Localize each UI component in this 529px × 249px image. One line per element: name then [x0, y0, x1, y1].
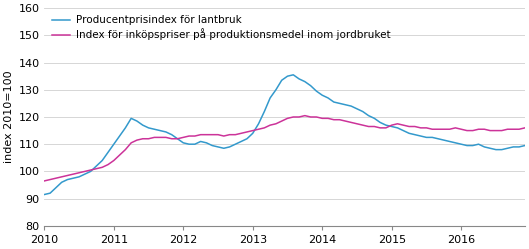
Legend: Producentprisindex för lantbruk, Index för inköpspriser på produktionsmedel inom: Producentprisindex för lantbruk, Index f… — [50, 13, 393, 43]
Producentprisindex för lantbruk — [279, 79, 285, 82]
Index för inköpspriser på produktionsmedel inom jordbruket — [302, 114, 308, 117]
Index för inköpspriser på produktionsmedel inom jordbruket — [256, 128, 262, 131]
Y-axis label: index 2010=100: index 2010=100 — [4, 71, 14, 163]
Producentprisindex för lantbruk — [290, 73, 296, 76]
Producentprisindex för lantbruk — [256, 122, 262, 125]
Index för inköpspriser på produktionsmedel inom jordbruket — [47, 178, 53, 181]
Producentprisindex för lantbruk — [412, 133, 418, 136]
Index för inköpspriser på produktionsmedel inom jordbruket — [70, 173, 77, 176]
Producentprisindex för lantbruk — [41, 193, 48, 196]
Producentprisindex för lantbruk — [70, 177, 77, 180]
Producentprisindex för lantbruk — [522, 144, 528, 147]
Index för inköpspriser på produktionsmedel inom jordbruket — [435, 128, 441, 131]
Producentprisindex för lantbruk — [435, 137, 441, 140]
Producentprisindex för lantbruk — [47, 192, 53, 195]
Line: Index för inköpspriser på produktionsmedel inom jordbruket: Index för inköpspriser på produktionsmed… — [44, 116, 525, 181]
Line: Producentprisindex för lantbruk: Producentprisindex för lantbruk — [44, 75, 525, 194]
Index för inköpspriser på produktionsmedel inom jordbruket — [412, 125, 418, 128]
Index för inköpspriser på produktionsmedel inom jordbruket — [41, 180, 48, 183]
Index för inköpspriser på produktionsmedel inom jordbruket — [279, 120, 285, 123]
Index för inköpspriser på produktionsmedel inom jordbruket — [522, 126, 528, 129]
